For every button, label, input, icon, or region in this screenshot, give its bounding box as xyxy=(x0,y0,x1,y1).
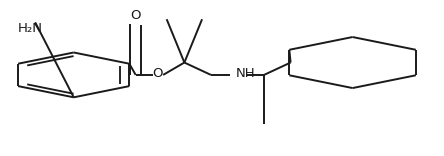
Text: O: O xyxy=(131,9,141,22)
Text: NH: NH xyxy=(236,67,256,80)
Text: O: O xyxy=(153,67,163,80)
Text: H₂N: H₂N xyxy=(17,22,43,35)
